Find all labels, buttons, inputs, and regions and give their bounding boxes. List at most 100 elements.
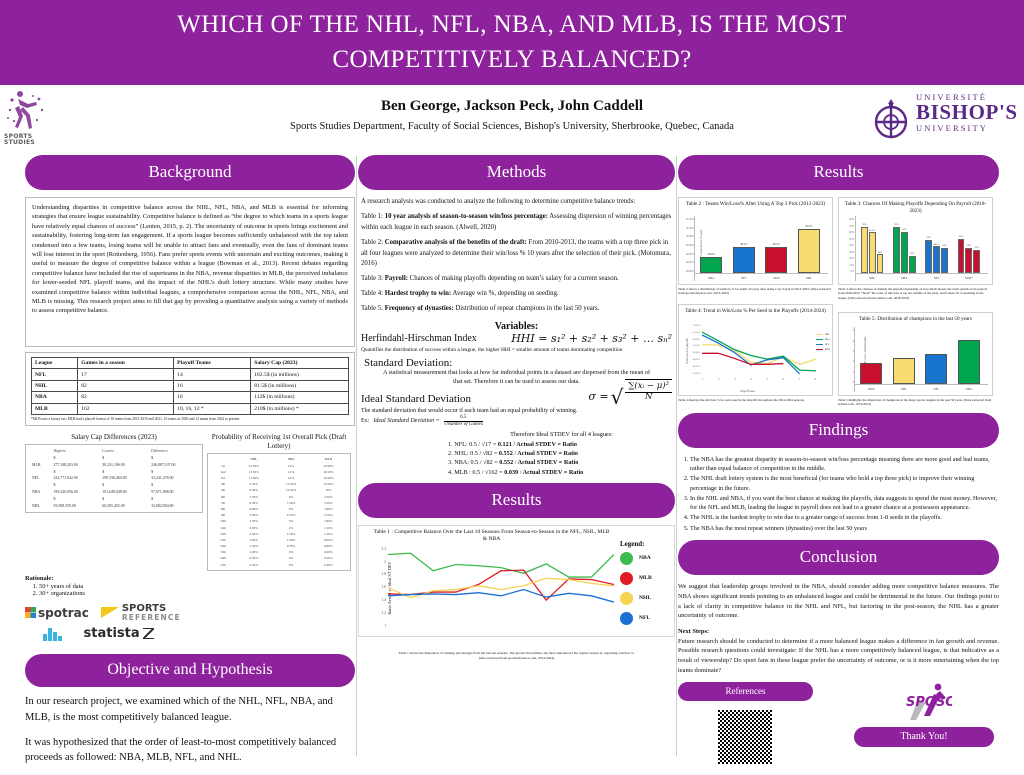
- table-cell: 3%: [288, 519, 294, 524]
- statista-mark-icon: [142, 628, 154, 639]
- y-tick-label: 35.00%: [692, 371, 700, 375]
- bar-value: 62%: [902, 228, 907, 232]
- table-cell: 25.50%: [248, 463, 259, 468]
- table-cell: 12.50%: [285, 482, 297, 487]
- line-series: [388, 589, 614, 602]
- next-steps-title: Next Steps:: [678, 628, 710, 635]
- table-cell: 0%: [288, 562, 294, 567]
- table-cell: 6th: [220, 494, 226, 499]
- table-cell: 3.90%: [324, 506, 333, 511]
- y-tick-label: 1.4: [381, 598, 387, 603]
- y-tick-label: 49.50%: [686, 243, 694, 247]
- bar: 49.5%: [765, 243, 788, 273]
- rationale-list: 50+ years of data30+ organizations: [39, 583, 203, 597]
- table-cell: 18th: [220, 568, 226, 572]
- thank-you-button[interactable]: Thank You!: [854, 726, 994, 747]
- y-tick-label: 5: [853, 329, 854, 332]
- spotrac-label: spotrac: [38, 605, 89, 620]
- line-series: [702, 353, 783, 364]
- chart-table2-plot: Win/Loss % team the last 10 years 51.00%…: [683, 216, 828, 281]
- table-cell: 13.20%: [323, 482, 334, 487]
- draft-lottery-block: Probability of Receiving 1st Overall Pic…: [207, 431, 351, 572]
- bishops-line-3: UNIVERSITY: [916, 123, 988, 133]
- bar-value: 48.9%: [707, 253, 715, 257]
- y-tick-label: 50.50%: [686, 226, 694, 230]
- bar: 61.5%: [868, 229, 876, 273]
- x-tick-label: 8: [814, 377, 816, 381]
- table-cell: 5th: [220, 488, 226, 493]
- table-row: 8th 6.00% 6% 3.90%: [211, 506, 347, 512]
- chart-table5-caption: Table 5 highlights the dispersion of cha…: [838, 398, 992, 407]
- table-cell: 11.50%: [248, 476, 259, 481]
- methods-table-entry: Table 3: Payroll: Chances of making play…: [361, 275, 619, 283]
- sd-formula-lhs: σ =: [588, 390, 609, 404]
- league-table-footnote: *MLB uses a luxury tax; MLB had a playof…: [31, 416, 241, 421]
- y-tick-label: 1.6: [381, 585, 387, 590]
- y-tick-label: 2: [384, 559, 386, 564]
- table-cell: MLB: [32, 462, 41, 467]
- caption-line-2: (data extracted from sportsreference.com…: [478, 655, 555, 660]
- sports-studies-figure-icon: [7, 91, 44, 129]
- y-tick-label: 0: [853, 381, 854, 384]
- x-tick-label: NHL: [805, 275, 812, 280]
- salary-cap-differences-block: Salary Cap Differences (2023) Highest Low…: [25, 431, 203, 572]
- table-cell: 9.50%: [249, 482, 259, 487]
- table-cell: 16.50%: [323, 469, 334, 474]
- y-tick-label: 65.00%: [692, 330, 700, 334]
- table-cell: 0.50%: [324, 556, 333, 561]
- authors: Ben George, Jackson Peck, John Caddell: [380, 98, 644, 114]
- table-cell: 2.70%: [324, 513, 333, 518]
- table-cell: NBA: [32, 489, 41, 494]
- table-cell: 7th: [220, 500, 226, 505]
- table-cell: 0%: [288, 550, 294, 555]
- hhi-row: Herfindahl-Hirschman Index HHI = s₁² + s…: [358, 332, 675, 345]
- bar: 49.5%: [732, 243, 755, 273]
- x-tick-label: MLB*: [965, 275, 973, 280]
- legend-swatch: [620, 571, 633, 585]
- bishops-line-2: BISHOP'S: [916, 100, 1018, 124]
- qr-code[interactable]: [716, 707, 774, 766]
- sports-reference-label-2: REFERENCE: [121, 612, 181, 622]
- ideal-sd-description: The standard deviation that would occur …: [361, 407, 578, 414]
- table-cell: 14: [173, 368, 252, 381]
- references-button[interactable]: References: [678, 681, 813, 701]
- draft-lottery-table-box: NHL NBA MLB 1st 25.50% 14% 16.50% 2nd 13.50% 14%…: [207, 453, 351, 572]
- bar-value: 38%: [942, 244, 947, 248]
- section-header-results-2: Results: [358, 482, 675, 518]
- x-tick-label: NHL: [869, 275, 876, 280]
- methods-table-list: Table 1: 10 year analysis of season-to-s…: [361, 212, 672, 315]
- y-tick-label: 50.00%: [692, 351, 700, 355]
- y-tick-label: 10%: [849, 263, 854, 267]
- x-tick-label: 1: [702, 377, 704, 381]
- table-cell: 277,108,203.00: [53, 462, 78, 467]
- table-cell: 15th: [220, 550, 226, 555]
- chart-table3-caption: Table 3 shows the chances of making the …: [838, 287, 987, 300]
- chart-table1-legend: Legend: NBA MLB NHL NFL: [620, 540, 672, 632]
- section-header-objective: Objective and Hypothesis: [25, 654, 355, 687]
- column-divider-1: [356, 156, 357, 756]
- sports-reference-mark-icon: [100, 607, 119, 619]
- bar: 38%: [965, 244, 973, 273]
- chart-table1-title: Table 1 : Competitive Balance Over the L…: [373, 528, 610, 543]
- table-cell: 2nd: [220, 469, 226, 474]
- table-cell: 199,530,464.00: [102, 476, 127, 481]
- stdev-row: 4. MLB : 0.5 / √162 = 0.039 / Actual STD…: [448, 468, 584, 476]
- references-block: References: [678, 681, 813, 766]
- bar-value: 49.5%: [772, 242, 780, 246]
- table-row: 12th 2.50% 1.50% 1.10%: [211, 531, 347, 537]
- y-tick-label: 20%: [849, 257, 854, 260]
- table-cell: 11th: [220, 525, 226, 530]
- chart-table3-card: Table 3: Chances Of Making Playoffs Depe…: [838, 197, 993, 285]
- legend-item: NHL: [620, 591, 672, 605]
- table-cell: 3rd: [220, 476, 226, 481]
- list-item: The NHL draft lottery system is the most…: [690, 474, 999, 493]
- list-item: The NHL is the hardest trophy to win due…: [690, 513, 999, 522]
- table-cell: 60,505,455.00: [102, 503, 125, 508]
- table-cell: 3.50%: [249, 519, 259, 524]
- table-row: 16th 0.50% 0% 0.50%: [211, 555, 347, 561]
- x-tick-label: NFL: [933, 275, 940, 280]
- x-tick-label: MLB: [868, 386, 875, 391]
- column-header: MLB: [324, 457, 333, 462]
- spotrac-logo: spotrac: [25, 606, 89, 620]
- table-row: 7th 6.50% 7.50% 5.50%: [211, 500, 347, 506]
